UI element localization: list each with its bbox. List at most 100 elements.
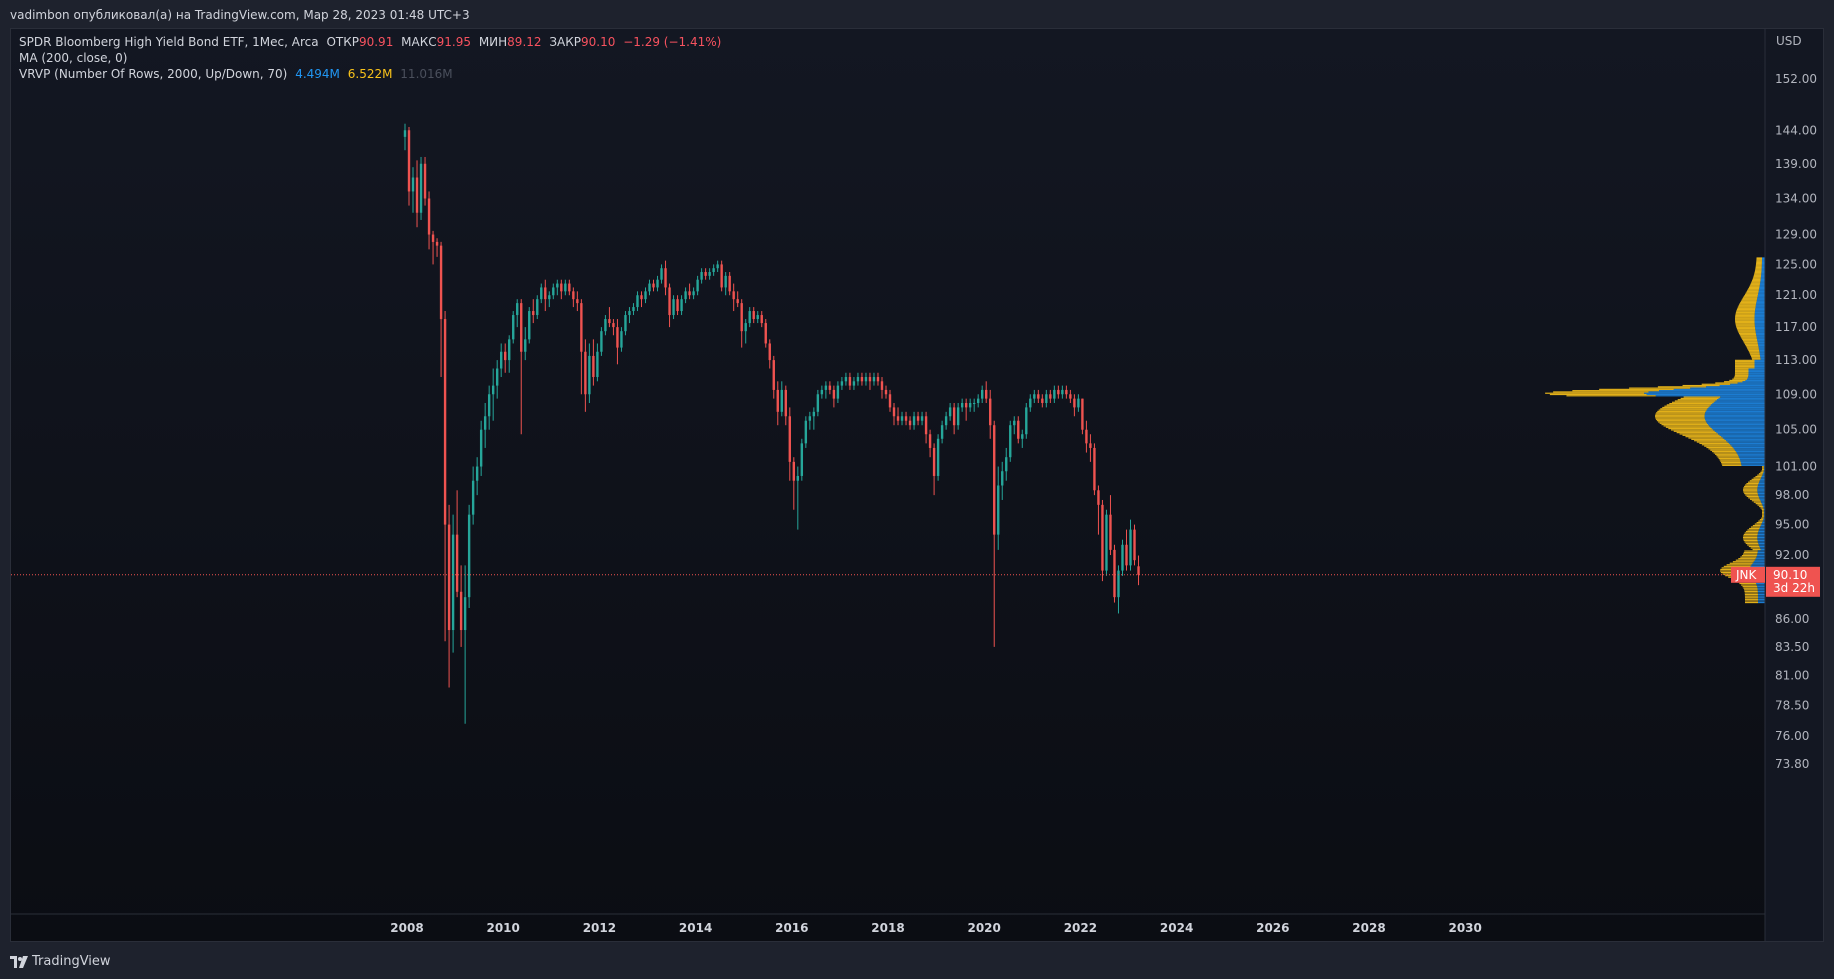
legend-vrvp-row[interactable]: VRVP (Number Of Rows, 2000, Up/Down, 70)… bbox=[19, 67, 453, 81]
volume-profile-down-bar bbox=[1750, 547, 1760, 549]
legend-symbol-row[interactable]: SPDR Bloomberg High Yield Bond ETF, 1Мес… bbox=[19, 35, 721, 49]
volume-profile-down-bar bbox=[1760, 471, 1764, 473]
volume-profile-up-bar bbox=[1760, 278, 1765, 281]
chart-pane[interactable]: USD 152.00 144.00 139.00 134.00 129.00 125.00… bbox=[10, 28, 1824, 942]
volume-profile-up-bar bbox=[1755, 305, 1765, 307]
volume-profile-up-bar bbox=[1734, 449, 1765, 451]
volume-profile-down-bar bbox=[1752, 524, 1761, 527]
volume-profile-down-bar bbox=[1732, 561, 1754, 563]
volume-profile-down-bar bbox=[1735, 324, 1755, 326]
volume-profile-up-bar bbox=[1748, 368, 1765, 370]
volume-profile-up-bar bbox=[1756, 303, 1765, 305]
volume-profile-up-bar bbox=[1760, 477, 1765, 479]
publish-credit: vadimbon опубликовал(а) на TradingView.c… bbox=[10, 8, 470, 22]
volume-profile-up-bar bbox=[1763, 510, 1765, 512]
volume-profile-up-bar bbox=[1748, 374, 1765, 376]
volume-profile-down-bar bbox=[1762, 511, 1764, 513]
price-tick-label: 134.00 bbox=[1775, 191, 1817, 205]
volume-profile-down-bar bbox=[1742, 340, 1758, 342]
candle-body bbox=[864, 377, 868, 382]
ma-indicator-label[interactable]: MA (200, close, 0) bbox=[19, 51, 128, 65]
volume-profile-up-bar bbox=[1757, 536, 1765, 539]
volume-profile-up-bar bbox=[1759, 497, 1765, 499]
volume-profile-down-bar bbox=[1685, 436, 1722, 438]
price-tick-label: 92.00 bbox=[1775, 548, 1809, 562]
volume-profile-up-bar bbox=[1754, 360, 1765, 363]
candlestick-chart[interactable]: USD 152.00 144.00 139.00 134.00 129.00 125.00… bbox=[11, 29, 1823, 941]
volume-profile-up-bar bbox=[1757, 532, 1765, 534]
volume-profile-down-bar bbox=[1743, 341, 1758, 343]
volume-profile-down-bar bbox=[1744, 293, 1758, 295]
volume-profile-down-bar bbox=[1656, 420, 1706, 422]
candle-body bbox=[431, 234, 435, 242]
volume-profile-down-bar bbox=[1747, 544, 1759, 546]
candle-body bbox=[956, 407, 960, 426]
high-label: МАКС bbox=[401, 35, 437, 49]
volume-profile-down-bar bbox=[1699, 442, 1729, 445]
candle-body bbox=[612, 323, 615, 328]
volume-profile-up-bar bbox=[1756, 334, 1765, 336]
volume-profile-down-bar bbox=[1655, 416, 1705, 418]
volume-profile-up-bar bbox=[1758, 348, 1765, 350]
volume-profile-up-bar bbox=[1655, 395, 1765, 397]
volume-profile-down-bar bbox=[1741, 299, 1757, 301]
candle-body bbox=[968, 403, 972, 408]
legend-ma-row[interactable]: MA (200, close, 0) bbox=[19, 51, 127, 65]
candle-body bbox=[1013, 420, 1016, 426]
volume-profile-down-bar bbox=[1748, 287, 1760, 290]
candle-body bbox=[960, 403, 964, 408]
candle-body bbox=[572, 291, 575, 300]
vrvp-indicator-label[interactable]: VRVP (Number Of Rows, 2000, Up/Down, 70) bbox=[19, 67, 288, 81]
volume-profile-down-bar bbox=[1743, 553, 1758, 555]
volume-profile-up-bar bbox=[1725, 440, 1765, 442]
volume-profile-up-bar bbox=[1758, 494, 1765, 496]
volume-profile-up-bar bbox=[1758, 529, 1765, 531]
volume-profile-down-bar bbox=[1701, 383, 1731, 385]
volume-profile-up-bar bbox=[1762, 520, 1765, 522]
volume-profile-up-bar bbox=[1761, 264, 1765, 266]
volume-profile-down-bar bbox=[1749, 498, 1760, 500]
volume-profile-up-bar bbox=[1762, 257, 1765, 259]
volume-profile-down-bar bbox=[1659, 422, 1708, 424]
volume-profile-down-bar bbox=[1706, 446, 1733, 449]
volume-profile-up-bar bbox=[1740, 462, 1765, 464]
candle-body bbox=[1097, 490, 1100, 505]
candle-body bbox=[688, 291, 691, 296]
volume-profile-down-bar bbox=[1751, 357, 1761, 359]
candle-body bbox=[748, 311, 751, 324]
volume-profile-up-bar bbox=[1761, 271, 1765, 274]
countdown-label: 3d 22h bbox=[1773, 581, 1815, 595]
candle-body bbox=[499, 351, 503, 369]
volume-profile-up-bar bbox=[1759, 283, 1765, 285]
last-price-label: 90.10 bbox=[1773, 568, 1807, 582]
volume-profile-down-bar bbox=[1743, 487, 1758, 489]
volume-profile-up-bar bbox=[1752, 562, 1765, 564]
volume-profile-down-bar bbox=[1736, 327, 1756, 330]
candle-body bbox=[740, 303, 743, 332]
volume-profile-up-bar bbox=[1761, 273, 1765, 275]
candle-body bbox=[712, 268, 715, 273]
brand[interactable]: TradingView bbox=[10, 954, 111, 969]
candle-body bbox=[636, 295, 639, 308]
volume-profile-up-bar bbox=[1737, 453, 1765, 455]
candle-body bbox=[459, 591, 463, 631]
time-tick-label: 2016 bbox=[775, 921, 808, 935]
volume-profile-up-bar bbox=[1756, 336, 1765, 338]
volume-profile-down-bar bbox=[1738, 305, 1756, 307]
volume-profile-up-bar bbox=[1717, 433, 1765, 435]
candle-body bbox=[540, 287, 543, 300]
volume-profile-down-bar bbox=[1716, 455, 1739, 457]
candle-body bbox=[792, 461, 796, 481]
volume-profile-up-bar bbox=[1748, 372, 1765, 374]
volume-profile-up-bar bbox=[1754, 365, 1765, 368]
volume-profile-down-bar bbox=[1738, 558, 1756, 560]
volume-profile-up-bar bbox=[1760, 500, 1765, 502]
volume-profile-down-bar bbox=[1755, 267, 1762, 269]
candle-body bbox=[892, 407, 896, 417]
symbol-name[interactable]: SPDR Bloomberg High Yield Bond ETF, 1Мес… bbox=[19, 35, 319, 49]
volume-profile-down-bar bbox=[1751, 478, 1761, 480]
volume-profile-down-bar bbox=[1754, 273, 1762, 275]
volume-profile-up-bar bbox=[1719, 384, 1765, 387]
candle-body bbox=[808, 416, 812, 421]
volume-profile-up-bar bbox=[1761, 268, 1765, 270]
